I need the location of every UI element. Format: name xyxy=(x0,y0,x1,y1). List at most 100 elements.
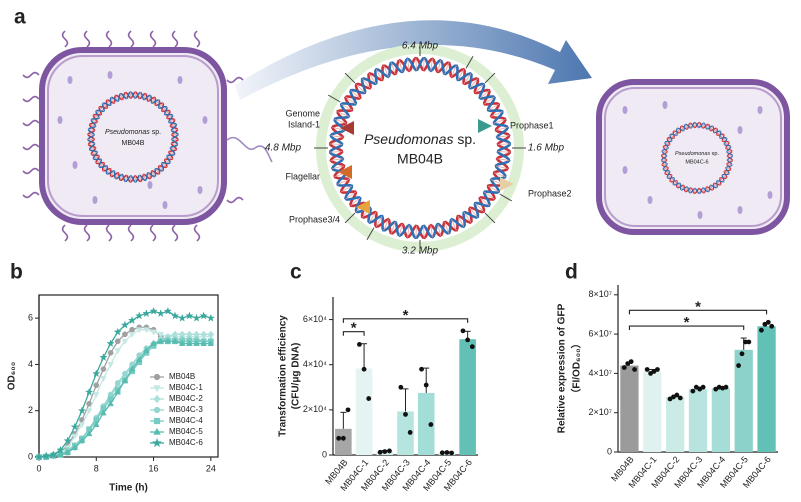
dna-rung xyxy=(102,103,108,109)
marker xyxy=(171,337,179,344)
vesicle xyxy=(147,181,153,189)
dna-rung xyxy=(676,183,681,188)
position-label: 4.8 Mbp xyxy=(265,143,302,154)
marker xyxy=(56,445,65,454)
significance-label: * xyxy=(351,320,357,337)
marker xyxy=(107,362,114,369)
dna-rung xyxy=(383,219,389,231)
y-axis-label: Relative expression of GFP xyxy=(557,303,568,433)
genome-tick xyxy=(484,72,496,84)
dna-rung xyxy=(726,150,732,153)
dna-rung xyxy=(399,223,403,236)
dna-rung xyxy=(722,174,727,179)
dna-rung xyxy=(495,127,508,131)
genome-strain: MB04B xyxy=(397,151,443,167)
region-label: Prophase1 xyxy=(510,120,554,130)
bar xyxy=(757,326,776,452)
legend-label: MB04C-1 xyxy=(169,383,203,392)
position-label: 1.6 Mbp xyxy=(528,143,565,154)
dna-rung xyxy=(93,114,100,119)
vesicle xyxy=(757,106,763,114)
region-marker xyxy=(500,177,514,191)
dna-rung xyxy=(457,69,465,81)
dna-rung xyxy=(451,65,457,77)
marker xyxy=(114,388,122,395)
dna-rung xyxy=(88,129,95,131)
dna-rung xyxy=(110,170,115,177)
marker xyxy=(170,311,180,320)
data-point xyxy=(628,359,634,365)
x-axis-label: Time (h) xyxy=(109,483,148,494)
dna-rung xyxy=(725,146,731,149)
data-point xyxy=(769,323,775,329)
dna-rung xyxy=(484,96,495,105)
dna-rung xyxy=(151,97,156,104)
data-point xyxy=(377,449,383,455)
dna-rung xyxy=(125,92,127,99)
dna-rung xyxy=(89,147,96,150)
region-marker xyxy=(356,200,370,214)
vesicle xyxy=(202,116,208,124)
dna-rung xyxy=(89,124,96,127)
dna-rung xyxy=(664,141,670,145)
data-point xyxy=(460,328,466,334)
dna-rung xyxy=(719,177,724,182)
dna-rung xyxy=(106,168,111,174)
dna-rung xyxy=(102,165,108,171)
dna-rung xyxy=(415,225,417,238)
dna-rung xyxy=(673,180,678,185)
vesicle xyxy=(622,166,628,174)
dna-rung xyxy=(415,58,417,71)
data-point xyxy=(674,392,680,398)
dna-rung xyxy=(670,177,675,182)
dna-rung xyxy=(164,110,170,115)
vesicle xyxy=(622,106,628,114)
dna-rung xyxy=(166,114,173,119)
marker xyxy=(78,422,86,429)
genome-species: Pseudomonas sp. xyxy=(364,131,476,147)
dna-rung xyxy=(93,155,100,160)
dna-rung xyxy=(722,137,727,142)
data-point xyxy=(644,367,650,372)
marker xyxy=(71,433,79,440)
dna-rung xyxy=(423,225,425,238)
data-point xyxy=(407,430,413,435)
dna-rung xyxy=(444,221,449,234)
cell-wall xyxy=(596,79,790,235)
flagellum xyxy=(193,224,201,242)
flagellum xyxy=(193,30,201,48)
dna-rung xyxy=(120,93,123,100)
marker xyxy=(121,338,129,345)
vesicle xyxy=(197,186,203,194)
dna-rung xyxy=(673,131,678,136)
marker xyxy=(127,316,137,325)
dna-rung xyxy=(493,172,506,177)
vesicle xyxy=(697,211,703,219)
marker xyxy=(92,369,101,378)
cell-strain: MB04B xyxy=(122,140,145,147)
dna-rung xyxy=(407,225,410,238)
vesicle xyxy=(767,191,773,199)
dna-rung xyxy=(158,165,164,171)
data-point xyxy=(403,411,408,417)
vesicle xyxy=(57,116,63,124)
marker xyxy=(106,339,115,348)
vesicle xyxy=(662,101,668,109)
significance-bracket xyxy=(628,309,768,315)
flagellum xyxy=(22,143,40,151)
bar xyxy=(397,411,414,455)
cell-membrane xyxy=(47,55,219,217)
dna-rung xyxy=(444,62,449,75)
left-cell: Pseudomonas sp. MB04B xyxy=(22,30,273,242)
legend-label: MB04C-2 xyxy=(169,394,203,403)
dna-rung xyxy=(362,78,371,89)
dna-rung xyxy=(423,58,425,71)
dna-rung xyxy=(158,103,164,109)
dna-rung xyxy=(383,65,389,77)
data-point xyxy=(361,366,367,372)
dna-rung xyxy=(457,215,465,227)
transfer-arrow xyxy=(235,20,592,100)
dna-rung xyxy=(706,186,709,192)
genome-tick xyxy=(344,72,356,84)
dna-rung xyxy=(484,191,495,200)
